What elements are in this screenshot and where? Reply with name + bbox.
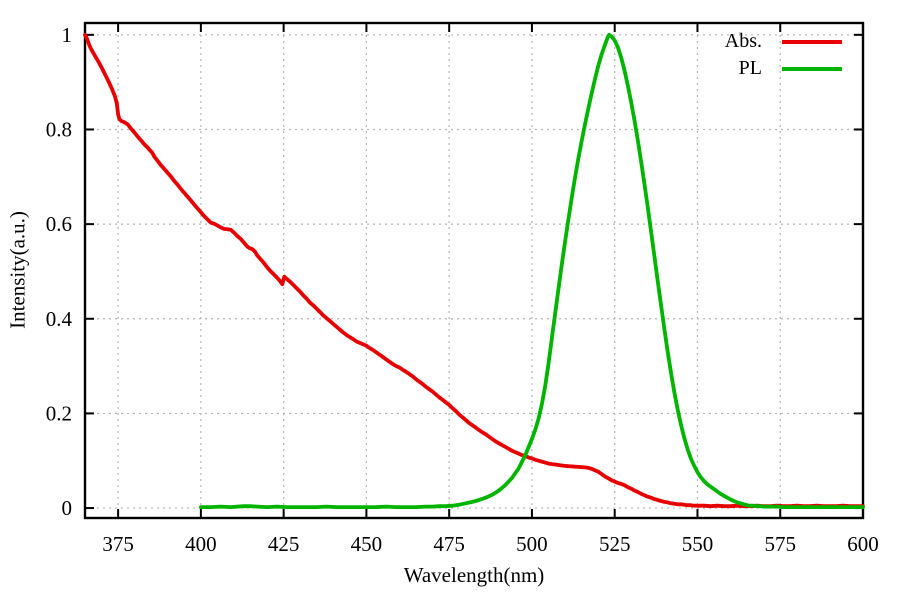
y-tick-label: 0.4 <box>46 307 73 331</box>
y-tick-label: 0.2 <box>46 401 72 425</box>
legend-item-abs: Abs. <box>725 28 842 55</box>
x-axis-title: Wavelength(nm) <box>403 563 545 587</box>
legend: Abs. PL <box>725 28 842 82</box>
y-tick-label: 0.6 <box>46 212 72 236</box>
plot-border <box>83 21 865 520</box>
x-tick-label: 400 <box>185 532 217 556</box>
x-tick-label: 500 <box>516 532 548 556</box>
x-tick-label: 600 <box>847 532 879 556</box>
y-tick-label: 0.8 <box>46 117 72 141</box>
x-tick-label: 525 <box>599 532 631 556</box>
pl-curve <box>198 32 865 510</box>
legend-label-abs: Abs. <box>724 30 762 52</box>
legend-item-pl: PL <box>725 55 842 82</box>
x-tick-label: 425 <box>268 532 300 556</box>
x-tick-label: 550 <box>682 532 714 556</box>
legend-label-pl: PL <box>738 57 762 79</box>
y-tick-label: 0 <box>62 496 73 520</box>
x-tick-label: 575 <box>764 532 796 556</box>
abs-line-swatch <box>782 39 842 44</box>
y-axis-title: Intensity(a.u.) <box>5 211 30 329</box>
abs-curve <box>83 32 865 509</box>
x-tick-label: 475 <box>433 532 465 556</box>
x-tick-label: 450 <box>351 532 383 556</box>
pl-line-swatch <box>782 66 842 71</box>
y-tick-label: 1 <box>62 23 73 47</box>
x-tick-label: 375 <box>102 532 134 556</box>
